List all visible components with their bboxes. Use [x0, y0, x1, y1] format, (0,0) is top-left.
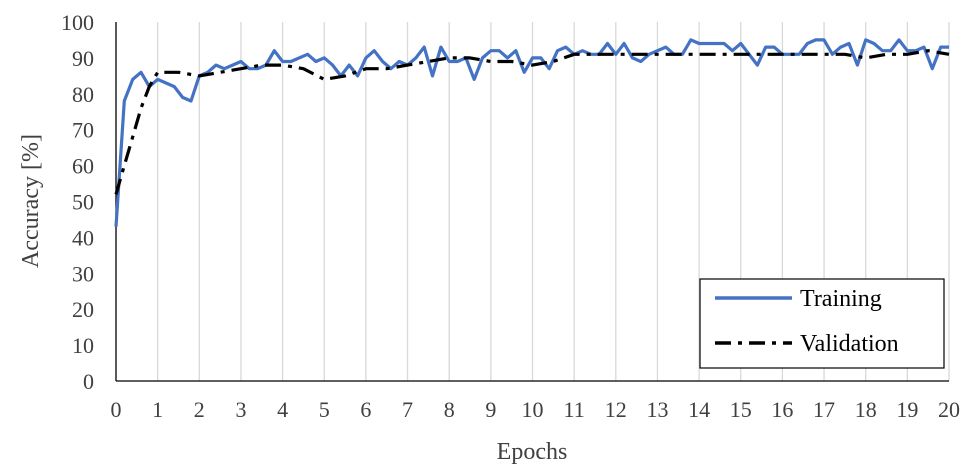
x-tick-label: 15 — [730, 397, 752, 422]
x-tick-label: 16 — [771, 397, 793, 422]
x-tick-label: 7 — [402, 397, 413, 422]
grid-lines — [156, 22, 950, 381]
y-tick-label: 0 — [83, 369, 94, 394]
series-lines — [114, 38, 950, 227]
legend-label-training: Training — [800, 286, 882, 312]
y-axis-label: Accuracy [%] — [18, 134, 44, 268]
series-line-training — [114, 38, 949, 227]
x-tick-label: 9 — [485, 397, 496, 422]
x-axis-label: Epochs — [497, 439, 568, 465]
y-tick-label: 50 — [72, 190, 94, 215]
y-tick-label: 100 — [61, 10, 94, 35]
y-tick-label: 40 — [72, 225, 94, 250]
x-tick-label: 14 — [688, 397, 710, 422]
x-tick-label: 8 — [444, 397, 455, 422]
series-line-validation — [114, 49, 950, 195]
y-tick-label: 70 — [72, 118, 94, 143]
x-tick-label: 0 — [111, 397, 122, 422]
x-tick-label: 6 — [360, 397, 371, 422]
x-tick-label: 11 — [564, 397, 585, 422]
x-tick-label: 12 — [605, 397, 627, 422]
y-tick-label: 10 — [72, 333, 94, 358]
x-tick-label: 10 — [522, 397, 544, 422]
y-tick-label: 80 — [72, 82, 94, 107]
x-tick-label: 13 — [646, 397, 668, 422]
x-tick-label: 3 — [235, 397, 246, 422]
x-tick-label: 17 — [813, 397, 835, 422]
legend: Training Validation — [699, 278, 945, 369]
y-tick-label: 90 — [72, 46, 94, 71]
y-tick-label: 30 — [72, 261, 94, 286]
x-tick-label: 5 — [319, 397, 330, 422]
x-tick-label: 1 — [152, 397, 163, 422]
x-tick-label: 20 — [938, 397, 960, 422]
legend-label-validation: Validation — [800, 331, 899, 357]
axes — [115, 22, 949, 382]
legend-box — [699, 278, 945, 369]
y-tick-label: 60 — [72, 154, 94, 179]
x-tick-label: 2 — [194, 397, 205, 422]
x-tick-label: 4 — [277, 397, 288, 422]
x-tick-label: 19 — [896, 397, 918, 422]
y-tick-label: 20 — [72, 297, 94, 322]
x-tick-label: 18 — [855, 397, 877, 422]
